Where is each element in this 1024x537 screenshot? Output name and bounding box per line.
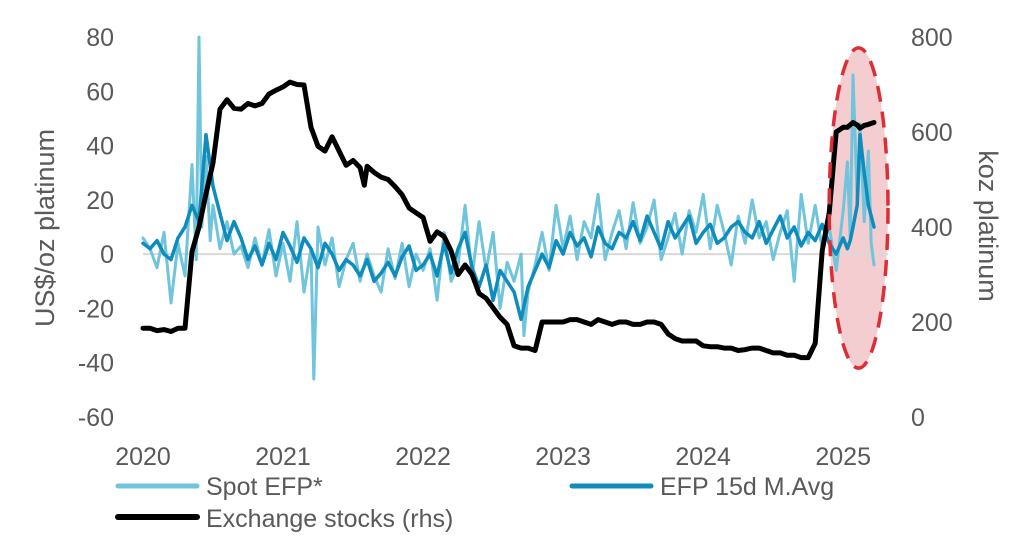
legend-label: EFP 15d M.Avg (660, 473, 834, 501)
y-tick-label: 20 (86, 187, 114, 215)
x-tick-label: 2025 (815, 443, 871, 471)
x-tick-label: 2024 (675, 443, 731, 471)
y-tick-label: 60 (86, 78, 114, 106)
y-tick-label: 0 (100, 241, 114, 269)
series-line-exchange-stocks-rhs (140, 79, 877, 361)
y-tick-label: 80 (86, 24, 114, 52)
x-tick-label: 2022 (395, 443, 451, 471)
y2-tick-label: 0 (911, 404, 925, 432)
y2-tick-label: 800 (911, 24, 953, 52)
right-axis-ticks: 800 600 400 200 0 (911, 24, 953, 432)
left-axis-ticks: 80 60 40 20 0 -20 -40 -60 (78, 24, 114, 432)
y-tick-label: 40 (86, 133, 114, 161)
annotation-stroke-layer (827, 46, 890, 370)
y2-tick-label: 200 (911, 309, 953, 337)
x-axis-ticks: 2020 2021 2022 2023 2024 2025 (115, 443, 871, 471)
y-tick-label: -40 (78, 350, 114, 378)
y-axis-label: US$/oz platinum (30, 129, 60, 327)
y-tick-label: -60 (78, 404, 114, 432)
y2-tick-label: 400 (911, 214, 953, 242)
x-tick-label: 2023 (535, 443, 591, 471)
y2-tick-label: 600 (911, 119, 953, 147)
legend-label: Spot EFP* (206, 473, 323, 501)
y2-axis-label: koz platinum (973, 150, 1003, 302)
legend-label: Exchange stocks (rhs) (206, 505, 453, 532)
x-tick-label: 2021 (255, 443, 311, 471)
legend: Spot EFP* EFP 15d M.Avg Exchange stocks (r… (115, 473, 834, 533)
series-layer (140, 35, 877, 381)
series-line-spot-efp (141, 35, 876, 381)
x-tick-label: 2020 (115, 443, 171, 471)
highlight-ellipse-outline (827, 46, 890, 370)
series-line-efp-15d-m-avg (141, 132, 876, 322)
y-tick-label: -20 (78, 295, 114, 323)
